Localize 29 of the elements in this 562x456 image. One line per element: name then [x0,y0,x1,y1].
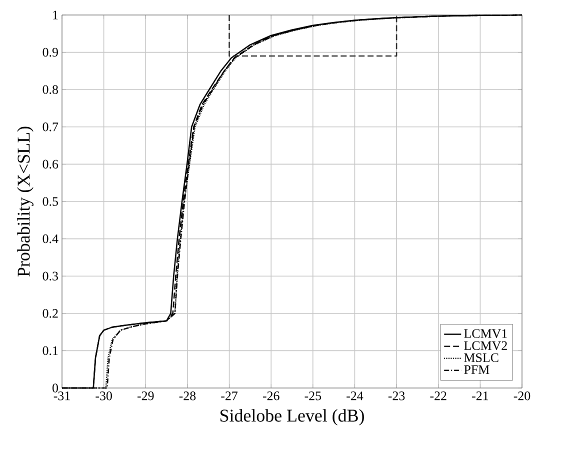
x-axis-title: Sidelobe Level (dB) [220,409,364,426]
legend-label: LCMV1 [464,329,507,338]
legend-label: PFM [464,365,490,374]
x-tick-label: -27 [221,392,238,400]
y-tick-label: 0.2 [42,309,58,318]
x-tick-label: -22 [430,392,446,400]
x-tick-label: -28 [179,392,196,400]
x-tick-label: -23 [388,392,405,400]
y-tick-label: 0.5 [42,197,58,206]
y-tick-label: 0.8 [42,85,58,94]
legend-label: MSLC [464,353,498,362]
x-tick-label: -31 [54,392,70,400]
x-tick-label: -25 [304,392,322,400]
y-tick-label: 0.7 [42,122,58,132]
y-tick-label: 0.1 [42,346,58,356]
y-tick-label: 0.4 [42,234,58,244]
x-tick-label: -20 [514,392,530,400]
y-tick-label: 1 [53,10,58,20]
x-tick-label: -30 [96,392,112,400]
y-tick-label: 0.9 [42,48,58,57]
x-tick-label: -24 [346,392,364,400]
y-tick-label: 0.6 [42,160,58,169]
y-tick-label: 0 [52,384,58,392]
x-tick-label: -21 [472,392,488,400]
y-tick-label: 0.3 [42,272,58,280]
y-axis-title: Probability (X<SLL) [17,126,34,277]
x-tick-label: -26 [262,392,280,400]
legend-label: LCMV2 [464,341,507,350]
x-tick-label: -29 [137,392,154,400]
